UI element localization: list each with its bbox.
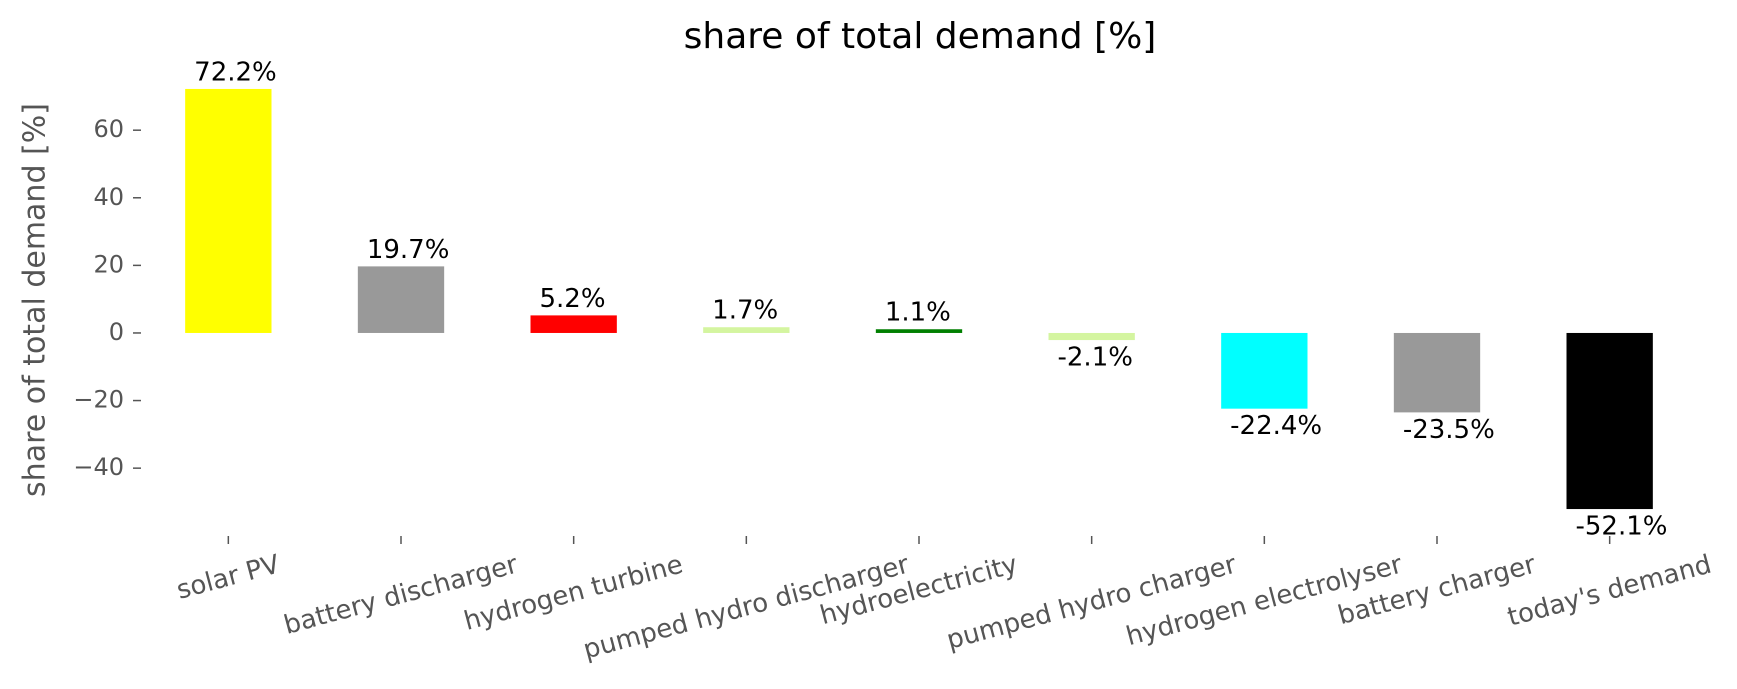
bar [1048, 332, 1135, 341]
bar [1393, 332, 1481, 413]
value-label: -22.4% [1230, 411, 1322, 441]
x-tick-label: solar PV [174, 550, 283, 606]
x-tick-label: today's demand [1504, 550, 1714, 633]
value-label: 72.2% [194, 57, 277, 87]
value-label: 1.7% [712, 296, 778, 326]
bar [185, 88, 272, 333]
y-tick-label: 60 [93, 115, 124, 143]
value-label: 5.2% [540, 284, 606, 314]
y-tick-label: 20 [93, 250, 124, 278]
y-tick-label: 0 [109, 318, 124, 346]
y-axis-label: share of total demand [%] [18, 103, 53, 497]
y-tick-label: 40 [93, 183, 124, 211]
y-tick-label: −20 [73, 386, 124, 414]
bar [703, 327, 790, 333]
value-label: 19.7% [367, 235, 450, 265]
bar [875, 329, 963, 333]
value-label: 1.1% [885, 298, 951, 328]
chart-title: share of total demand [%] [684, 16, 1157, 57]
bar [530, 315, 617, 333]
bar [357, 266, 445, 333]
value-label: -2.1% [1058, 343, 1133, 373]
y-tick-label: −40 [73, 453, 124, 481]
bar [1221, 332, 1308, 409]
value-label: -52.1% [1576, 512, 1668, 542]
bar [1566, 332, 1653, 510]
value-label: -23.5% [1403, 415, 1495, 445]
